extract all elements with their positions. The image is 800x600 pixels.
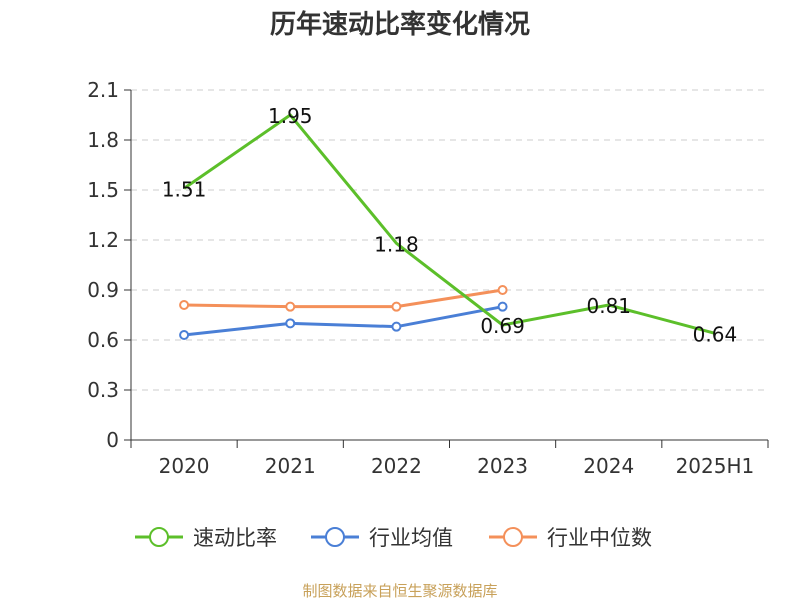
data-labels: 1.51 1.95 1.18 0.69 0.81 0.64	[162, 104, 737, 346]
legend-item-1[interactable]: 行业均值	[311, 526, 453, 550]
x-tick-label: 2023	[477, 454, 528, 478]
y-tick-label: 1.5	[87, 178, 119, 202]
y-tick-label: 1.2	[87, 228, 119, 252]
data-point	[285, 318, 296, 329]
data-point	[391, 301, 402, 312]
x-tick-label: 2020	[159, 454, 210, 478]
source-note: 制图数据来自恒生聚源数据库	[302, 582, 497, 600]
data-label: 1.95	[268, 104, 313, 128]
x-tick-label: 2022	[371, 454, 422, 478]
legend-marker	[503, 527, 523, 547]
data-point	[179, 300, 190, 310]
data-point	[497, 301, 508, 312]
legend-marker	[325, 527, 345, 547]
data-label: 0.81	[586, 294, 631, 318]
legend-marker	[149, 527, 169, 547]
chart-title: 历年速动比率变化情况	[270, 9, 530, 40]
y-tick-label: 0	[106, 428, 119, 452]
axes	[124, 89, 769, 448]
x-tick-label: 2024	[583, 454, 634, 478]
data-label: 1.51	[162, 177, 207, 201]
y-tick-label: 1.8	[87, 128, 119, 152]
y-axis-ticks: 0 0.3 0.6 0.9 1.2 1.5 1.8 2.1	[87, 78, 119, 452]
legend-item-2[interactable]: 行业中位数	[489, 526, 652, 550]
legend-label: 行业均值	[369, 526, 453, 550]
x-axis-ticks: 2020 2021 2022 2023 2024 2025H1	[159, 454, 755, 478]
x-tick-label: 2021	[265, 454, 316, 478]
data-point	[497, 285, 508, 295]
data-label: 0.69	[480, 314, 525, 338]
data-point	[391, 321, 402, 332]
data-label: 0.64	[693, 322, 738, 346]
legend[interactable]: 速动比率 行业均值 行业中位数	[135, 526, 652, 550]
series-line-2	[184, 288, 503, 309]
x-tick-label: 2025H1	[676, 454, 755, 478]
data-point	[179, 330, 190, 340]
data-label: 1.18	[374, 232, 419, 256]
y-tick-label: 0.6	[87, 328, 119, 352]
grid-lines	[131, 89, 768, 391]
y-tick-label: 0.9	[87, 278, 119, 302]
series-group	[179, 113, 716, 340]
y-tick-label: 2.1	[87, 78, 119, 102]
series-line-1	[183, 305, 503, 337]
legend-label: 行业中位数	[547, 526, 652, 550]
data-point	[285, 301, 296, 312]
legend-item-0[interactable]: 速动比率	[135, 526, 277, 550]
series-line-0	[183, 113, 716, 335]
y-tick-label: 0.3	[87, 378, 119, 402]
legend-label: 速动比率	[193, 526, 277, 550]
